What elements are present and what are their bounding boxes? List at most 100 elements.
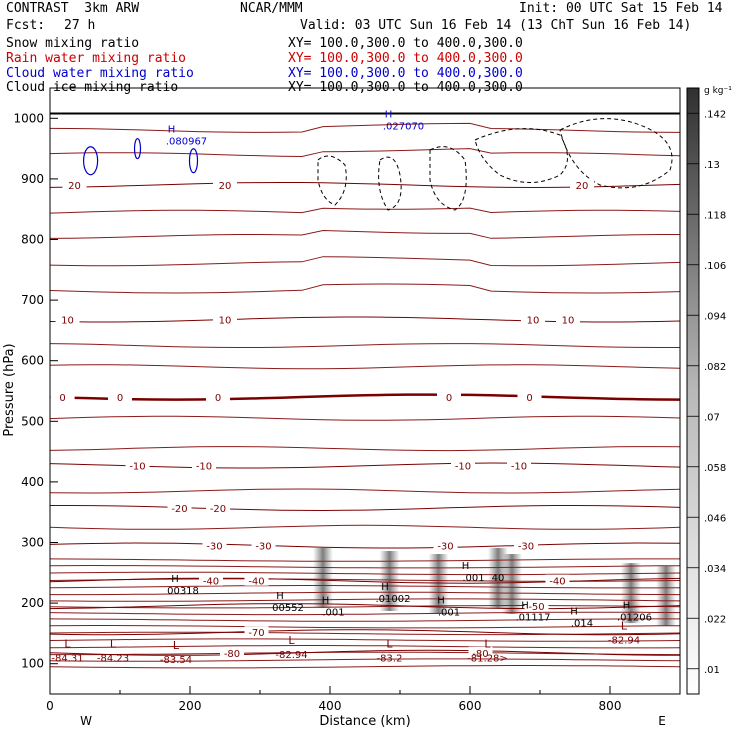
upper-contour-line	[50, 591, 680, 596]
x-end-west: W	[80, 714, 92, 728]
contour-label: -10	[511, 462, 527, 473]
contour-label: -30	[255, 542, 271, 553]
temperature-minimum: -84.23	[97, 654, 129, 665]
y-tick-label: 100	[21, 657, 44, 671]
contour-label-bg	[244, 574, 269, 586]
contour-line	[50, 148, 680, 158]
contour-line	[50, 446, 680, 452]
colorbar-label: .058	[704, 463, 726, 474]
contour-label: 0	[446, 393, 452, 404]
contour-line	[50, 122, 680, 133]
contour-label-bg	[451, 459, 475, 471]
high-marker: H	[521, 600, 529, 611]
x-tick-label: 200	[179, 699, 202, 713]
snow-maximum: .01206	[617, 612, 652, 623]
cloud-ice-outline	[429, 146, 467, 211]
colorbar-label: .13	[704, 160, 720, 171]
temperature-contour	[50, 316, 680, 323]
upper-contour-line	[50, 658, 680, 662]
org-title: NCAR/MMM	[240, 1, 303, 16]
snow-maximum: .014	[571, 618, 593, 629]
field-cloud-water-name: Cloud water mixing ratio	[6, 66, 194, 81]
contour-label: -40	[248, 577, 264, 588]
contour-label: -20	[171, 504, 187, 515]
temperature-contour	[50, 603, 680, 610]
snow-maximum: .001	[462, 573, 484, 584]
contour-line	[50, 415, 680, 421]
temperature-contour	[50, 542, 680, 549]
snow-maximum: .01117	[516, 612, 551, 623]
snow-shading	[621, 563, 641, 624]
upper-contour-line	[50, 618, 680, 622]
snow-maximum: 00318	[167, 586, 199, 597]
colorbar-label: .01	[704, 665, 720, 676]
temperature-contour	[50, 462, 680, 469]
temperature-contour	[50, 505, 680, 512]
low-marker: L	[386, 638, 393, 651]
contour-label-bg	[220, 646, 244, 658]
contour-label: -80	[224, 649, 240, 660]
low-marker: L	[110, 638, 117, 651]
contour-label: -10	[196, 462, 212, 473]
high-marker: H	[462, 561, 470, 572]
contour-label: 10	[562, 315, 575, 326]
field-rain-name: Rain water mixing ratio	[6, 51, 187, 66]
contour-label-bg	[206, 391, 230, 403]
contour-label-bg	[62, 178, 87, 190]
contour-label-bg	[108, 391, 132, 403]
contour-label-bg	[251, 539, 276, 551]
contour-label: -40	[203, 577, 219, 588]
colorbar-label: .082	[704, 362, 726, 373]
y-tick-label: 900	[21, 172, 44, 186]
contour-label-bg	[545, 574, 570, 586]
contour-label-bg	[433, 539, 458, 551]
upper-contour-line	[50, 571, 680, 576]
contour-label-bg	[202, 539, 227, 551]
contour-label-bg	[244, 626, 269, 638]
temperature-contour	[50, 629, 680, 636]
colorbar-label: .022	[704, 614, 726, 625]
y-tick-label: 200	[21, 596, 44, 610]
contour-line	[50, 283, 680, 294]
high-marker: H	[168, 125, 176, 136]
y-tick-label: 400	[21, 475, 44, 489]
init-time: Init: 00 UTC Sat 15 Feb 14	[519, 1, 723, 16]
colorbar-label: .106	[704, 261, 726, 272]
y-tick-label: 1000	[13, 111, 44, 125]
contour-line	[50, 524, 680, 530]
cloud-water-outline	[82, 146, 99, 176]
upper-contour-line	[50, 598, 680, 602]
snow-maximum: .001	[438, 607, 460, 618]
contour-label-bg	[507, 459, 531, 471]
snow-shading	[656, 566, 676, 627]
contour-label: 20	[219, 181, 232, 192]
contour-label: -40	[549, 577, 565, 588]
y-axis-label: Pressure (hPa)	[2, 343, 17, 436]
high-marker: H	[623, 600, 631, 611]
contour-line	[50, 364, 680, 370]
contour-line	[50, 488, 680, 494]
x-tick-label: 0	[46, 699, 54, 713]
upper-contour-line	[50, 558, 680, 562]
field-snow-xy: XY= 100.0,300.0 to 400.0,300.0	[288, 36, 523, 51]
upper-contour-line	[50, 605, 680, 609]
y-tick-label: 700	[21, 293, 44, 307]
high-marker: H	[171, 574, 179, 585]
temperature-contour	[50, 649, 680, 656]
snow-shading	[313, 547, 333, 608]
low-marker: L	[288, 634, 295, 647]
contour-label-bg	[50, 391, 75, 403]
plot-frame	[49, 87, 681, 695]
upper-contour-line	[50, 611, 680, 616]
colorbar-unit: g kg⁻¹	[704, 86, 732, 96]
upper-contour-line	[50, 625, 680, 629]
low-marker: L	[484, 638, 491, 651]
cloud-water-maximum: .027070	[383, 121, 424, 132]
snow-maximum: 40	[492, 573, 505, 584]
contour-label: -80	[472, 649, 488, 660]
colorbar-label: .07	[704, 412, 720, 423]
contour-line	[50, 229, 680, 239]
valid-time: Valid: 03 UTC Sun 16 Feb 14 (13 ChT Sun …	[300, 18, 692, 33]
cloud-water-outline	[188, 148, 199, 174]
model-title: CONTRAST 3km ARW	[6, 1, 140, 16]
